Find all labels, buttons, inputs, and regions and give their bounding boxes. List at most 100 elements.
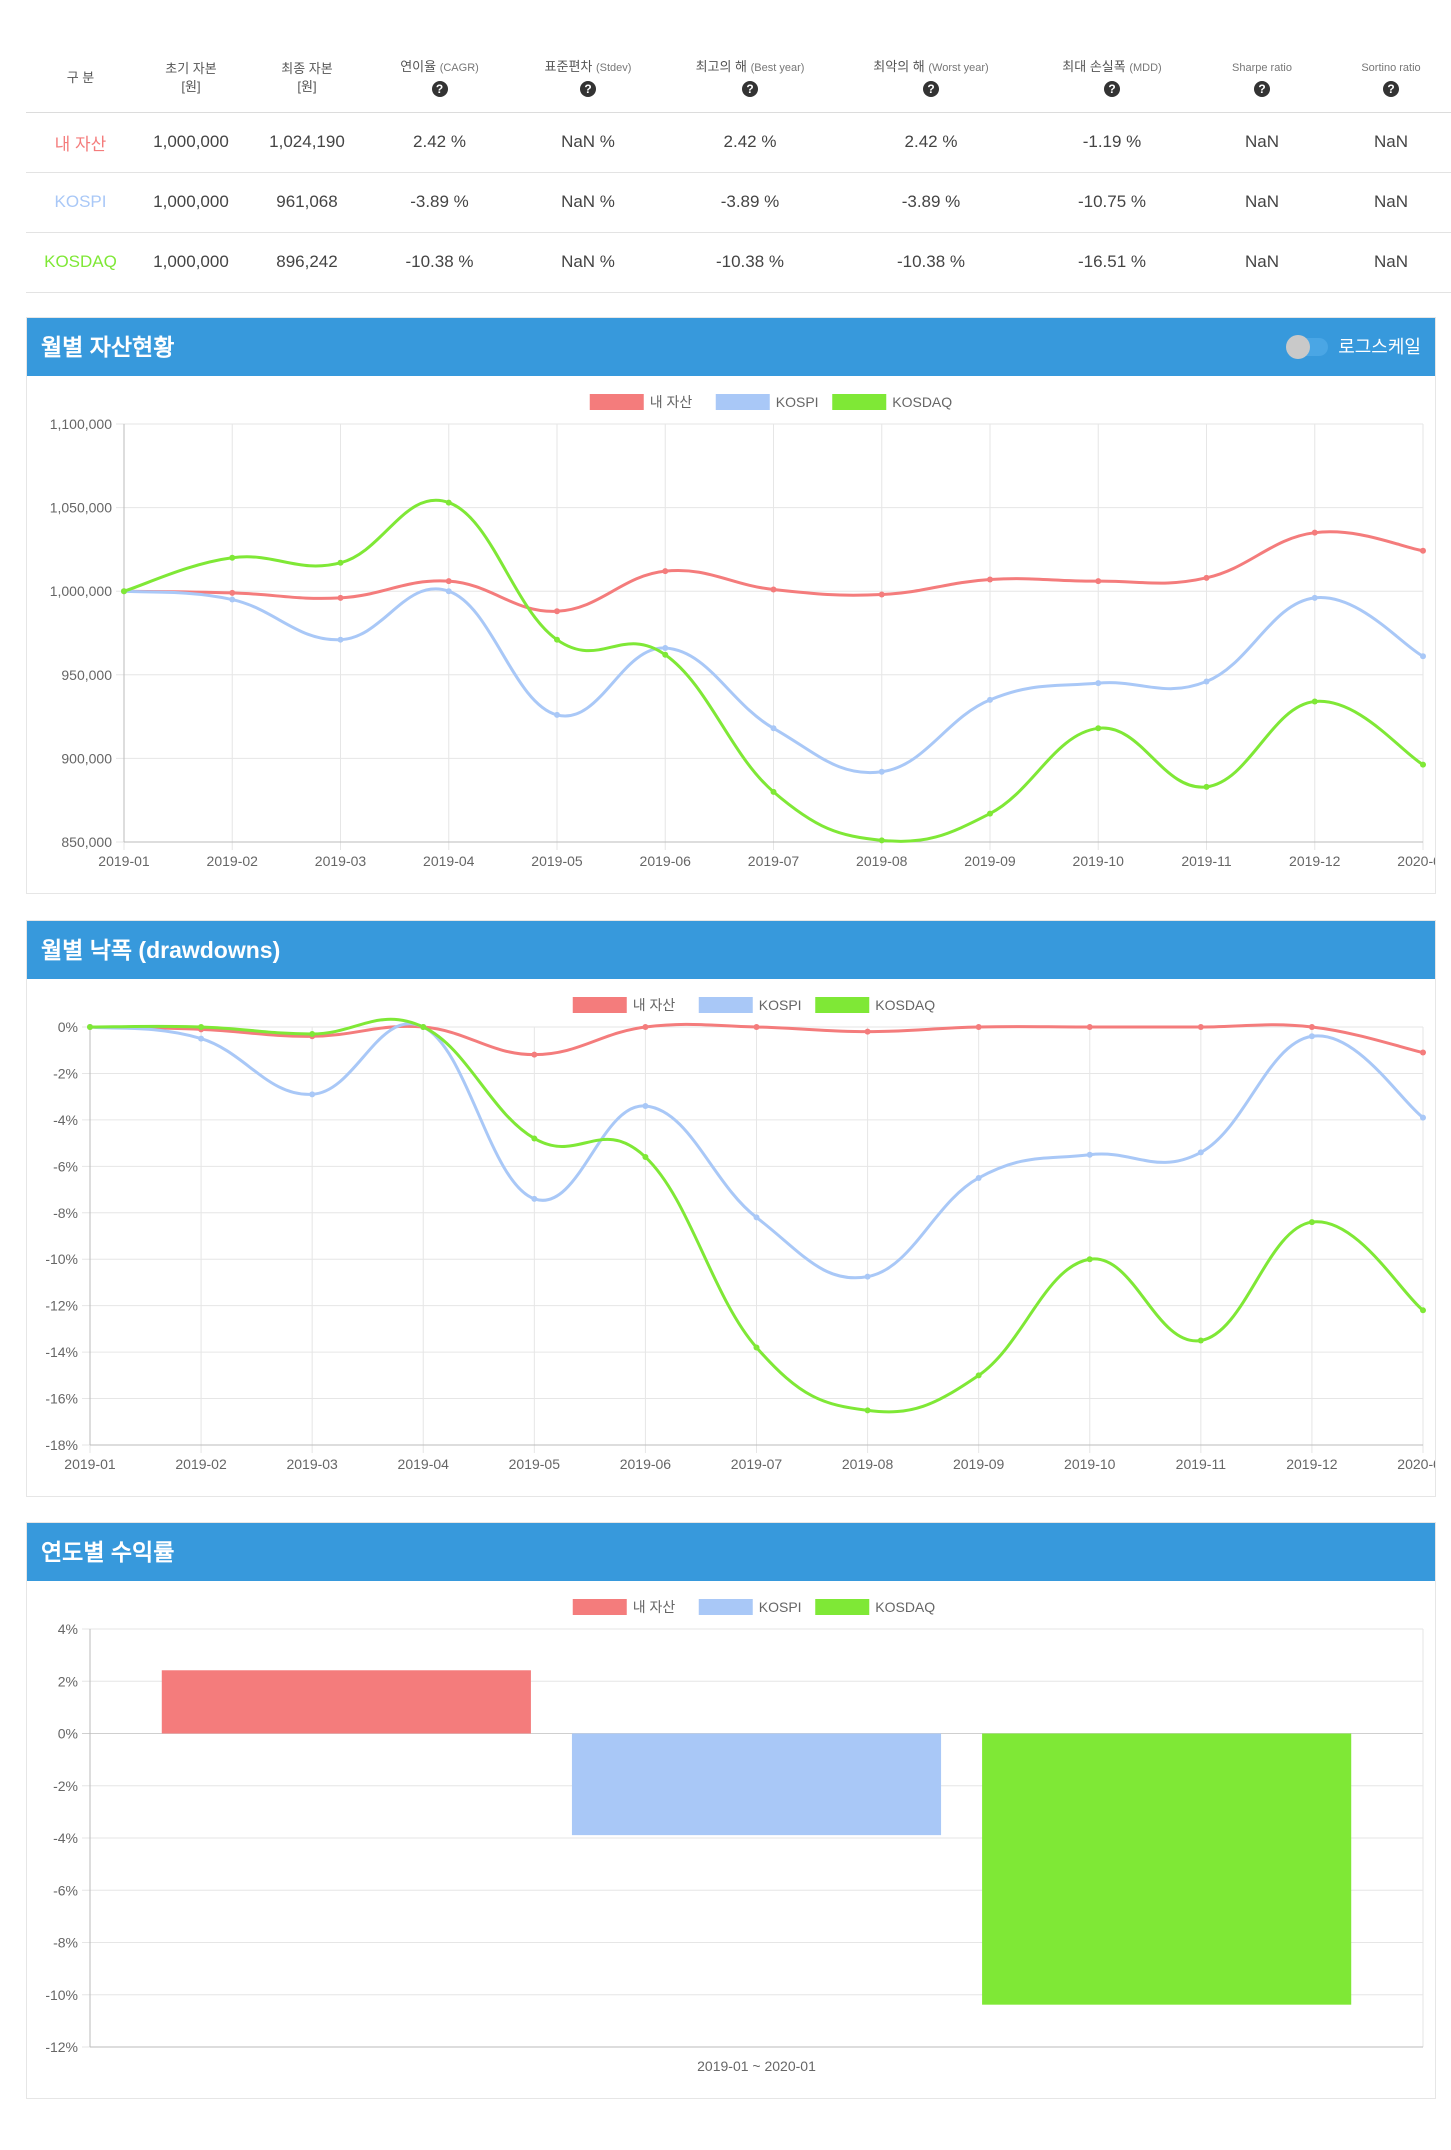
data-point (1420, 547, 1426, 554)
data-point (1420, 761, 1426, 768)
data-point (445, 499, 452, 506)
help-icon[interactable]: ? (923, 80, 939, 97)
y-tick-label: 1,050,000 (50, 500, 112, 516)
x-tick-label: 2019-10 (1064, 1456, 1116, 1472)
header-initial-capital: 초기 자본 [원] (135, 44, 247, 113)
y-tick-label: 1,100,000 (50, 416, 112, 432)
table-cell: 1,000,000 (135, 172, 247, 233)
help-icon[interactable]: ? (1104, 80, 1120, 97)
data-point (337, 636, 344, 643)
data-point (554, 711, 560, 718)
data-point (642, 1102, 649, 1109)
yearly-return-panel: 연도별 수익률 내 자산 KOSPI KOSDAQ 4% 2% 0% -2% -4% -6% -8… (26, 1522, 1436, 2099)
data-point (198, 1024, 205, 1030)
data-point (642, 1024, 649, 1030)
data-point (554, 608, 560, 615)
header-sharpe: Sharpe ratio? (1198, 44, 1326, 113)
data-point (662, 645, 669, 652)
table-cell: 1,000,000 (135, 232, 247, 293)
legend-swatch (715, 394, 770, 410)
table-cell: -3.89 % (367, 172, 512, 233)
data-point (87, 1024, 93, 1030)
data-point (1197, 1149, 1204, 1156)
x-tick-label: 2019-06 (640, 853, 692, 869)
toggle-switch[interactable] (1286, 335, 1329, 359)
data-point (864, 1407, 871, 1414)
table-cell: -16.51 % (1026, 232, 1198, 293)
legend-swatch (698, 1599, 753, 1615)
y-tick-label: -10% (45, 1251, 78, 1267)
table-cell: NaN (1326, 172, 1451, 233)
data-point (975, 1024, 982, 1030)
x-tick-label: 2019-01 ~ 2020-01 (697, 2058, 816, 2074)
table-cell: 896,242 (247, 232, 367, 293)
help-icon[interactable]: ? (580, 80, 596, 97)
monthly-asset-chart: 내 자산 KOSPI KOSDAQ 850,000 900,000 950,000 1,00… (50, 394, 1435, 869)
data-point (229, 554, 236, 561)
data-point (1308, 1024, 1315, 1030)
stats-table: 구 분 초기 자본 [원] 최종 자본 [원] 연이율 (CAGR)? 표준편차 (… (26, 44, 1451, 293)
x-tick-label: 2019-01 (64, 1456, 116, 1472)
legend-swatch (815, 1599, 870, 1615)
table-cell: NaN (1198, 172, 1326, 233)
data-point (662, 568, 669, 575)
data-point (1311, 529, 1318, 536)
legend-swatch (589, 394, 644, 410)
legend-label: KOSDAQ (875, 1599, 935, 1615)
table-cell: 1,000,000 (135, 112, 247, 173)
help-icon[interactable]: ? (1254, 80, 1270, 97)
y-tick-label: 0% (58, 1019, 78, 1035)
legend-swatch (698, 997, 753, 1013)
y-tick-label: 950,000 (61, 667, 112, 683)
data-point (1086, 1256, 1093, 1263)
data-point (337, 559, 344, 566)
header-mdd: 최대 손실폭 (MDD)? (1026, 44, 1198, 113)
help-icon[interactable]: ? (742, 80, 758, 97)
data-point (531, 1195, 538, 1202)
data-point (864, 1028, 871, 1035)
table-cell: 2.42 % (367, 112, 512, 173)
y-tick-label: -12% (45, 2039, 78, 2055)
data-point (1311, 698, 1318, 705)
data-point (1420, 1307, 1426, 1314)
drawdown-panel: 월별 낙폭 (drawdowns) 내 자산 KOSPI KOSDAQ 0% -2% -4… (26, 920, 1436, 1497)
help-icon[interactable]: ? (431, 80, 448, 97)
table-cell: 2.42 % (664, 112, 836, 173)
data-point (1086, 1151, 1093, 1158)
y-tick-label: -4% (53, 1112, 78, 1128)
y-tick-label: -2% (53, 1065, 78, 1081)
panel-header: 월별 낙폭 (drawdowns) (27, 921, 1435, 979)
table-row: KOSDAQ 1,000,000 896,242 -10.38 % NaN % -10.3… (26, 232, 1451, 293)
x-tick-label: 2019-08 (856, 853, 908, 869)
data-point (770, 788, 777, 795)
table-cell: NaN (1326, 112, 1451, 173)
help-icon[interactable]: ? (1383, 80, 1399, 97)
header-worst-year: 최악의 해 (Worst year)? (836, 44, 1026, 113)
x-tick-label: 2019-10 (1073, 853, 1125, 869)
data-point (1197, 1337, 1204, 1344)
data-point (229, 589, 236, 596)
y-tick-label: -8% (53, 1935, 78, 1951)
y-tick-label: 2% (58, 1673, 78, 1689)
bar (982, 1733, 1352, 2005)
data-point (753, 1214, 760, 1221)
table-cell: 1,024,190 (247, 112, 367, 173)
table-cell: NaN (1198, 232, 1326, 293)
panel-title: 월별 자산현황 (41, 334, 175, 360)
x-tick-label: 2019-01 (98, 853, 150, 869)
panel-title: 월별 낙폭 (drawdowns) (41, 937, 281, 963)
toggle-label: 로그스케일 (1338, 337, 1421, 357)
x-tick-label: 2019-04 (398, 1456, 450, 1472)
table-cell: -10.38 % (664, 232, 836, 293)
table-cell: NaN (1326, 232, 1451, 293)
table-cell: -10.38 % (836, 232, 1026, 293)
data-point (1095, 578, 1102, 585)
legend-swatch (572, 997, 627, 1013)
table-cell: 2.42 % (836, 112, 1026, 173)
table-cell: NaN (1198, 112, 1326, 173)
x-tick-label: 2019-04 (423, 853, 475, 869)
data-point (1308, 1219, 1315, 1226)
table-cell: -3.89 % (836, 172, 1026, 233)
x-tick-label: 2019-02 (175, 1456, 227, 1472)
log-scale-toggle[interactable]: 로그스케일 (1286, 334, 1421, 360)
